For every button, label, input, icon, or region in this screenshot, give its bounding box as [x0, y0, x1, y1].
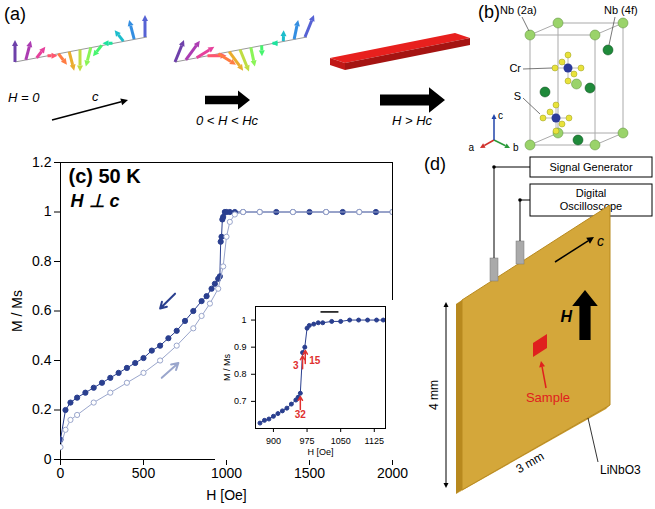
svg-text:0.8: 0.8: [32, 253, 52, 269]
svg-text:975: 975: [300, 436, 315, 446]
svg-text:Oscilloscope: Oscilloscope: [560, 200, 622, 212]
svg-text:0: 0: [44, 451, 52, 467]
svg-text:1125: 1125: [365, 436, 384, 446]
svg-text:0.4: 0.4: [32, 352, 52, 368]
svg-text:0 < H < Hc: 0 < H < Hc: [196, 113, 259, 128]
svg-text:H = 0: H = 0: [8, 90, 40, 105]
svg-text:c: c: [92, 89, 99, 104]
svg-text:b: b: [513, 142, 519, 153]
svg-text:1: 1: [44, 203, 52, 219]
svg-text:0.9: 0.9: [234, 342, 247, 352]
svg-text:c: c: [498, 110, 503, 121]
svg-text:Digital: Digital: [576, 187, 607, 199]
svg-text:0.8: 0.8: [234, 369, 247, 379]
svg-text:1.2: 1.2: [32, 154, 52, 170]
svg-text:1500: 1500: [294, 465, 325, 481]
svg-text:H [Oe]: H [Oe]: [206, 487, 246, 503]
svg-text:4 mm: 4 mm: [427, 380, 441, 410]
svg-text:0.6: 0.6: [32, 302, 52, 318]
svg-text:LiNbO3: LiNbO3: [600, 463, 641, 477]
svg-text:H: H: [560, 308, 572, 325]
svg-text:0.7: 0.7: [234, 396, 247, 406]
svg-text:1050: 1050: [331, 436, 351, 446]
svg-text:(c) 50 K: (c) 50 K: [69, 165, 142, 187]
svg-text:0: 0: [57, 465, 65, 481]
svg-text:32: 32: [295, 409, 307, 420]
svg-text:Signal Generator: Signal Generator: [549, 161, 632, 173]
svg-text:3 mm: 3 mm: [514, 449, 547, 476]
svg-text:15: 15: [309, 355, 321, 366]
svg-text:c: c: [597, 233, 604, 249]
svg-text:500: 500: [132, 465, 156, 481]
svg-text:a: a: [468, 142, 474, 153]
svg-text:2000: 2000: [377, 465, 408, 481]
svg-text:(b): (b): [478, 2, 500, 22]
svg-text:Nb (2a): Nb (2a): [500, 4, 537, 16]
svg-text:900: 900: [266, 436, 281, 446]
svg-text:Nb (4f): Nb (4f): [604, 4, 638, 16]
svg-text:1: 1: [241, 315, 246, 325]
svg-text:H [Oe]: H [Oe]: [307, 447, 333, 457]
svg-text:S: S: [514, 90, 521, 102]
svg-text:H ⊥ c: H ⊥ c: [71, 191, 120, 211]
svg-text:1000: 1000: [211, 465, 242, 481]
svg-text:(a): (a): [4, 4, 26, 24]
svg-text:0.2: 0.2: [32, 401, 52, 417]
svg-text:M / Ms: M / Ms: [9, 290, 25, 332]
svg-text:M / Ms: M / Ms: [222, 354, 232, 381]
svg-text:Sample: Sample: [526, 390, 570, 405]
svg-text:H > Hc: H > Hc: [392, 113, 433, 128]
svg-text:Cr: Cr: [509, 62, 521, 74]
svg-text:(d): (d): [424, 154, 446, 174]
svg-text:3: 3: [293, 360, 299, 371]
